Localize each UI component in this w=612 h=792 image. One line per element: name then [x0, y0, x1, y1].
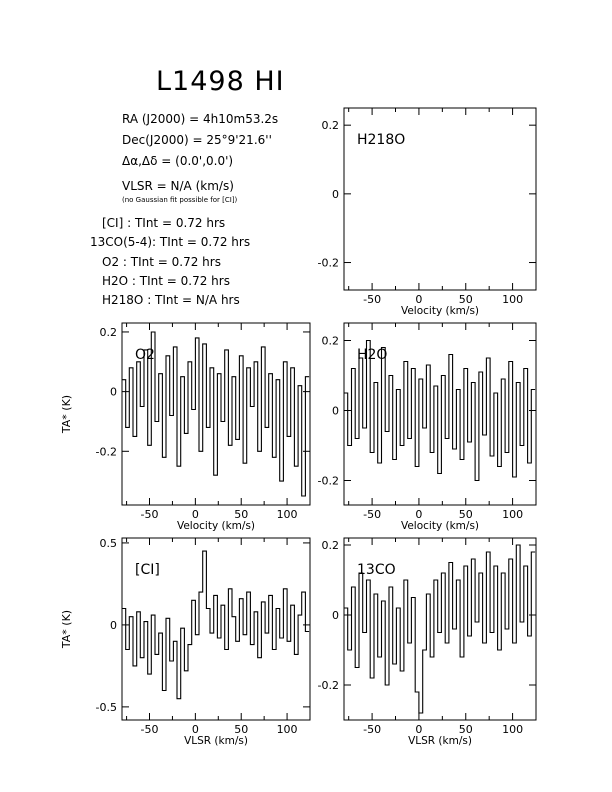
y-tick-label: -0.2 [318, 257, 339, 270]
spectrum-panel-bottom-left: -50 0 50 100 -0.5 0 0.5 VLSR (km/s) TA* (K) [CI] [60, 537, 311, 747]
spectrum-panel-top-right: -50 0 50 100 -0.2 0 0.2 Velocity (km/s) H218O [318, 107, 537, 317]
x-axis-label: Velocity (km/s) [177, 520, 255, 532]
x-tick-label: -50 [363, 508, 381, 521]
x-tick-label: 50 [459, 508, 473, 521]
plot-frame [121, 322, 311, 506]
y-tick-label: 0.2 [322, 335, 340, 348]
x-tick-label: 100 [277, 508, 298, 521]
species-label: H218O [357, 132, 405, 148]
x-axis-label: VLSR (km/s) [408, 735, 472, 747]
x-tick-label: 50 [234, 723, 248, 736]
y-tick-label: 0.2 [322, 119, 340, 132]
x-tick-label: 0 [192, 723, 199, 736]
y-tick-label: 0 [110, 619, 117, 632]
x-tick-label: 100 [277, 723, 298, 736]
plot-frame [343, 322, 537, 506]
x-tick-label: -50 [141, 508, 159, 521]
spectrum-panel-bottom-right: -50 0 50 100 -0.2 0 0.2 VLSR (km/s) 13CO [318, 537, 537, 747]
y-tick-label: -0.2 [96, 445, 117, 458]
x-tick-label: -50 [363, 293, 381, 306]
tint-h2o: H2O : TInt = 0.72 hrs [102, 274, 230, 288]
y-tick-label: 0 [332, 188, 339, 201]
tint-13co: 13CO(5-4): TInt = 0.72 hrs [90, 235, 251, 249]
spectrum-line [344, 339, 536, 482]
spectrum-line [344, 544, 536, 714]
species-label: H2O [357, 347, 387, 363]
plot-frame [343, 537, 537, 721]
x-tick-label: 0 [192, 508, 199, 521]
tint-o2: O2 : TInt = 0.72 hrs [102, 255, 221, 269]
x-tick-label: 0 [415, 723, 422, 736]
x-tick-label: 50 [234, 508, 248, 521]
offset-line: Δα,Δδ = (0.0',0.0') [122, 154, 234, 168]
y-tick-label: 0 [332, 405, 339, 418]
species-label: 13CO [357, 562, 396, 578]
plot-frame [343, 107, 537, 291]
y-tick-label: 0.5 [100, 537, 118, 550]
spectrum-line [122, 550, 310, 700]
x-axis-label: VLSR (km/s) [184, 735, 248, 747]
species-label: [CI] [135, 562, 160, 578]
x-axis-label: Velocity (km/s) [401, 520, 479, 532]
dec-line: Dec(J2000) = 25°9'21.6'' [122, 133, 272, 147]
spectrum-panel-middle-right: -50 0 50 100 -0.2 0 0.2 Velocity (km/s) H2O [318, 322, 537, 532]
vlsr-line: VLSR = N/A (km/s) [122, 179, 234, 193]
x-tick-label: 50 [459, 723, 473, 736]
tint-ci: [CI] : TInt = 0.72 hrs [102, 216, 226, 230]
spectrum-line [122, 331, 310, 497]
x-tick-label: 100 [502, 293, 523, 306]
y-tick-label: -0.2 [318, 679, 339, 692]
x-tick-label: 100 [502, 508, 523, 521]
page-title: L1498 HI [156, 66, 285, 97]
spectrum-panel-middle-left: -50 0 50 100 -0.2 0 0.2 Velocity (km/s) TA* (K) O… [60, 322, 311, 532]
x-tick-label: -50 [141, 723, 159, 736]
x-tick-label: -50 [363, 723, 381, 736]
y-tick-label: 0.2 [100, 326, 118, 339]
fit-note: (no Gaussian fit possible for [CI]) [122, 196, 238, 204]
plot-frame [121, 537, 311, 721]
x-tick-label: 0 [415, 293, 422, 306]
x-tick-label: 50 [459, 293, 473, 306]
y-tick-label: 0 [332, 609, 339, 622]
y-tick-label: 0.2 [322, 539, 340, 552]
y-tick-label: 0 [110, 386, 117, 399]
y-tick-label: -0.5 [96, 701, 117, 714]
x-tick-label: 0 [415, 508, 422, 521]
y-axis-label: TA* (K) [60, 395, 73, 434]
y-tick-label: -0.2 [318, 475, 339, 488]
tint-h218o: H218O : TInt = N/A hrs [102, 293, 240, 307]
x-tick-label: 100 [502, 723, 523, 736]
y-axis-label: TA* (K) [60, 610, 73, 649]
species-label: O2 [135, 347, 155, 363]
ra-line: RA (J2000) = 4h10m53.2s [122, 112, 279, 126]
x-axis-label: Velocity (km/s) [401, 305, 479, 317]
